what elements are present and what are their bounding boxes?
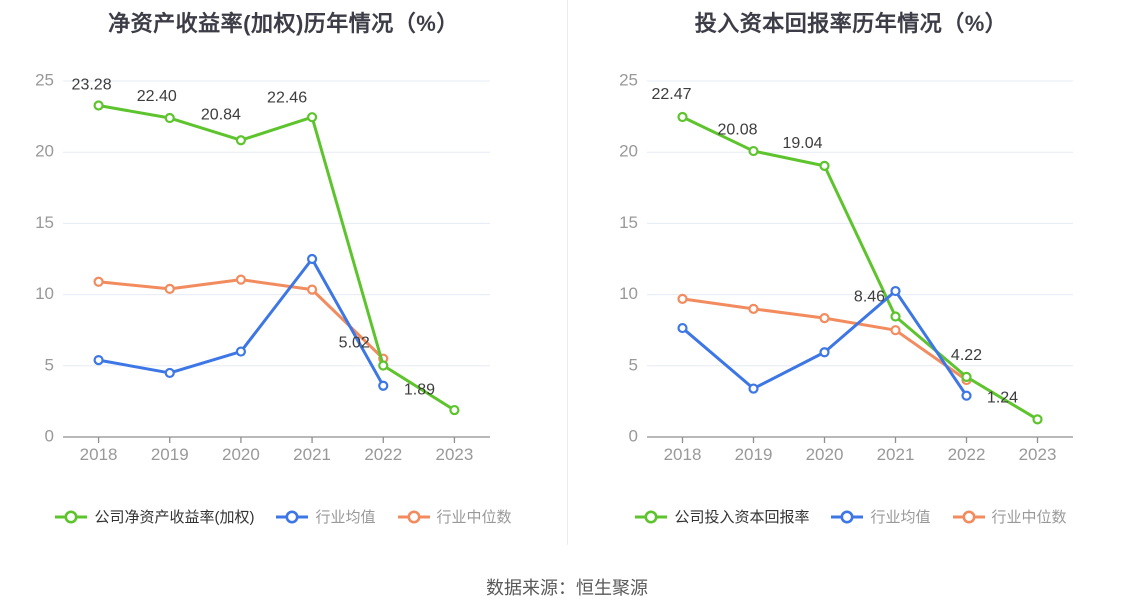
roic-legend: 公司投入资本回报率 行业均值 行业中位数	[568, 506, 1134, 527]
data-point-marker	[235, 135, 247, 146]
data-point-marker	[378, 360, 389, 371]
y-tick-label: 25	[35, 70, 54, 89]
x-tick-label: 2019	[151, 445, 189, 464]
legend-item-industry-median[interactable]: 行业中位数	[397, 506, 512, 527]
legend-item-label: 行业均值	[315, 509, 376, 526]
data-point-marker	[890, 325, 901, 336]
data-point-marker	[961, 371, 972, 383]
data-point-marker	[748, 383, 759, 394]
data-point-marker	[890, 285, 901, 297]
data-point-marker	[164, 283, 175, 295]
legend-item-label: 公司净资产收益率(加权)	[94, 509, 255, 526]
y-tick-label: 5	[45, 355, 54, 374]
data-point-marker	[164, 367, 175, 379]
legend-marker-icon	[276, 510, 309, 523]
data-point-label: 1.89	[404, 381, 435, 398]
x-tick-label: 2018	[664, 445, 702, 464]
y-tick-label: 0	[629, 426, 638, 445]
data-point-label: 23.28	[72, 77, 112, 94]
series-line	[681, 289, 968, 398]
y-tick-label: 10	[35, 284, 54, 303]
x-tick-label: 2022	[364, 445, 402, 464]
roic-chart-title: 投入资本回报率历年情况（%）	[694, 11, 1008, 36]
x-tick-label: 2020	[806, 445, 844, 464]
x-tick-label: 2023	[436, 445, 474, 464]
legend-item-label: 行业中位数	[991, 509, 1067, 526]
legend-marker-icon	[952, 510, 985, 523]
legend-marker-icon	[635, 510, 668, 523]
x-tick-label: 2022	[948, 445, 986, 464]
x-tick-label: 2020	[222, 445, 260, 464]
roe-legend: 公司净资产收益率(加权) 行业均值 行业中位数	[0, 506, 567, 527]
data-point-label: 22.46	[267, 89, 307, 106]
data-point-label: 20.84	[201, 106, 241, 123]
roe-chart-panel: 净资产收益率(加权)历年情况（%） 0 5 10 15 20 25 2018 2019 2020…	[0, 0, 568, 545]
roe-chart-title: 净资产收益率(加权)历年情况（%）	[108, 11, 459, 36]
data-point-marker	[93, 355, 104, 366]
series-line	[681, 115, 1039, 421]
y-tick-label: 10	[619, 284, 638, 303]
legend-marker-icon	[55, 510, 88, 523]
data-source-note: 数据来源：恒生聚源	[486, 578, 648, 598]
y-tick-label: 20	[619, 142, 638, 161]
data-point-marker	[748, 303, 759, 314]
x-tick-label: 2021	[877, 445, 915, 464]
legend-item-company[interactable]: 公司投入资本回报率	[635, 506, 809, 527]
data-point-marker	[93, 276, 104, 287]
legend-item-industry-mean[interactable]: 行业均值	[276, 506, 376, 527]
x-tick-label: 2018	[80, 445, 118, 464]
roe-line-chart: 0 5 10 15 20 25 2018 2019 2020 2021 2022 2023 23.28 2…	[35, 70, 490, 464]
legend-item-industry-median[interactable]: 行业中位数	[952, 506, 1067, 527]
y-tick-label: 0	[45, 426, 54, 445]
data-point-marker	[819, 160, 830, 171]
data-point-label: 19.04	[782, 135, 822, 152]
y-tick-label: 15	[35, 213, 54, 232]
roic-line-chart: 0 5 10 15 20 25 2018 2019 2020 2021 2022 2023 22.47 2…	[619, 70, 1073, 464]
legend-item-industry-mean[interactable]: 行业均值	[831, 506, 931, 527]
roic-chart-panel: 投入资本回报率历年情况（%） 0 5 10 15 20 25 2018 2019 2020 202…	[568, 0, 1134, 545]
data-point-label: 1.24	[987, 390, 1018, 407]
data-point-marker	[677, 111, 688, 123]
data-point-label: 20.08	[717, 121, 757, 138]
data-point-marker	[449, 404, 460, 416]
data-point-marker	[819, 312, 830, 324]
x-tick-label: 2019	[735, 445, 773, 464]
x-tick-label: 2023	[1019, 445, 1057, 464]
y-tick-label: 5	[629, 355, 638, 374]
data-point-marker	[1032, 414, 1043, 425]
data-point-marker	[378, 380, 389, 391]
data-point-marker	[748, 145, 759, 157]
data-point-label: 4.22	[951, 347, 982, 364]
data-point-marker	[93, 100, 104, 111]
data-point-label: 8.46	[854, 289, 885, 306]
data-point-marker	[235, 346, 247, 357]
data-point-marker	[819, 347, 830, 358]
legend-item-label: 行业中位数	[436, 509, 512, 526]
legend-marker-icon	[397, 510, 430, 523]
data-point-marker	[890, 311, 901, 322]
data-point-marker	[306, 253, 318, 265]
legend-marker-icon	[831, 510, 864, 523]
data-point-label: 22.40	[137, 88, 177, 105]
legend-item-label: 公司投入资本回报率	[674, 509, 810, 526]
series-line	[97, 103, 456, 412]
data-point-marker	[164, 112, 175, 124]
data-point-marker	[961, 390, 972, 401]
data-point-marker	[677, 322, 688, 334]
data-point-marker	[306, 112, 318, 123]
data-point-marker	[306, 284, 318, 295]
data-point-label: 5.02	[339, 335, 370, 352]
legend-item-company[interactable]: 公司净资产收益率(加权)	[55, 506, 254, 527]
legend-item-label: 行业均值	[870, 509, 931, 526]
data-point-label: 22.47	[651, 86, 691, 103]
y-tick-label: 25	[619, 70, 638, 89]
y-tick-label: 20	[35, 142, 54, 161]
x-tick-label: 2021	[293, 445, 331, 464]
data-point-marker	[677, 293, 688, 304]
data-point-marker	[235, 274, 247, 285]
y-tick-label: 15	[619, 213, 638, 232]
